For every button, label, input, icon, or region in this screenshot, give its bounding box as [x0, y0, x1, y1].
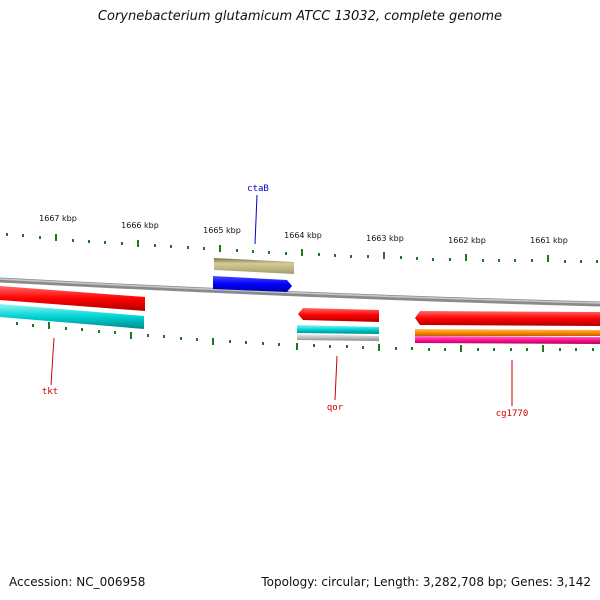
genome-backbone [0, 277, 600, 307]
scale-label-1667: 1667 kbp [39, 214, 77, 223]
gene-label-qor[interactable]: qor [327, 403, 344, 413]
feature-cg1770-orange[interactable] [415, 329, 600, 336]
scale-label-1665: 1665 kbp [203, 226, 241, 235]
scale-label-1661: 1661 kbp [530, 236, 568, 245]
scale-label-1666: 1666 kbp [121, 221, 159, 230]
outer-scale-ticks [6, 233, 598, 263]
feature-ctaB-olive[interactable] [214, 258, 294, 274]
gene-label-tkt[interactable]: tkt [42, 387, 58, 397]
scale-label-1664: 1664 kbp [284, 231, 322, 240]
gene-label-cg1770[interactable]: cg1770 [496, 409, 529, 419]
genome-summary-text: Topology: circular; Length: 3,282,708 bp… [261, 575, 591, 589]
gene-label-ctaB[interactable]: ctaB [247, 184, 269, 194]
feature-qor[interactable] [298, 308, 379, 322]
feature-tkt[interactable] [0, 286, 145, 311]
feature-qor-cyan[interactable] [297, 325, 379, 334]
map-title: Corynebacterium glutamicum ATCC 13032, c… [97, 9, 503, 24]
feature-tkt-cyan[interactable] [0, 304, 144, 329]
accession-text: Accession: NC_006958 [9, 575, 146, 589]
feature-ctaB[interactable] [213, 276, 292, 292]
scale-label-1662: 1662 kbp [448, 236, 486, 245]
qor-leader [334, 355, 338, 401]
feature-cg1770-pink[interactable] [415, 336, 600, 344]
feature-qor-silver[interactable] [297, 334, 379, 341]
scale-labels: 1667 kbp 1666 kbp 1665 kbp 1664 kbp 1663… [39, 214, 568, 245]
feature-cg1770[interactable] [415, 311, 600, 326]
inner-scale-ticks [16, 322, 594, 352]
tkt-leader [50, 337, 55, 386]
ctaB-leader [254, 194, 258, 245]
scale-label-1663: 1663 kbp [366, 234, 404, 243]
